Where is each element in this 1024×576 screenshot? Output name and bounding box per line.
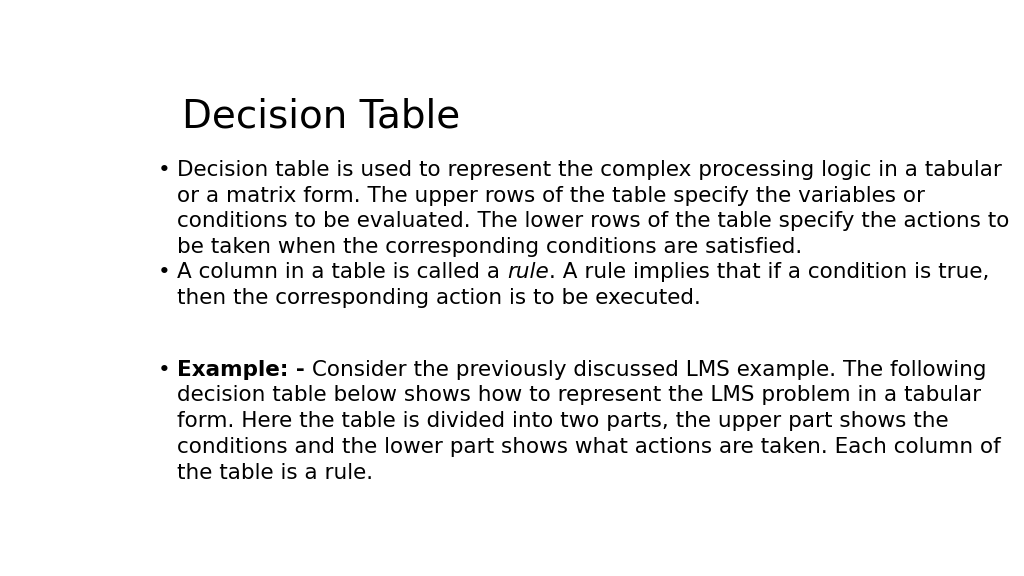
Text: Decision table is used to represent the complex processing logic in a tabular: Decision table is used to represent the … — [177, 160, 1002, 180]
Text: form. Here the table is divided into two parts, the upper part shows the: form. Here the table is divided into two… — [177, 411, 949, 431]
Text: conditions and the lower part shows what actions are taken. Each column of: conditions and the lower part shows what… — [177, 437, 1000, 457]
Text: be taken when the corresponding conditions are satisfied.: be taken when the corresponding conditio… — [177, 237, 803, 257]
Text: or a matrix form. The upper rows of the table specify the variables or: or a matrix form. The upper rows of the … — [177, 186, 926, 206]
Text: conditions to be evaluated. The lower rows of the table specify the actions to: conditions to be evaluated. The lower ro… — [177, 211, 1010, 232]
Text: A column in a table is called a: A column in a table is called a — [177, 262, 507, 282]
Text: •: • — [158, 160, 171, 180]
Text: Decision Table: Decision Table — [182, 98, 460, 136]
Text: . A rule implies that if a condition is true,: . A rule implies that if a condition is … — [549, 262, 989, 282]
Text: Example: -: Example: - — [177, 359, 305, 380]
Text: •: • — [158, 262, 171, 282]
Text: rule: rule — [507, 262, 549, 282]
Text: then the corresponding action is to be executed.: then the corresponding action is to be e… — [177, 288, 701, 308]
Text: Consider the previously discussed LMS example. The following: Consider the previously discussed LMS ex… — [305, 359, 986, 380]
Text: decision table below shows how to represent the LMS problem in a tabular: decision table below shows how to repres… — [177, 385, 981, 406]
Text: •: • — [158, 359, 171, 380]
Text: the table is a rule.: the table is a rule. — [177, 463, 374, 483]
